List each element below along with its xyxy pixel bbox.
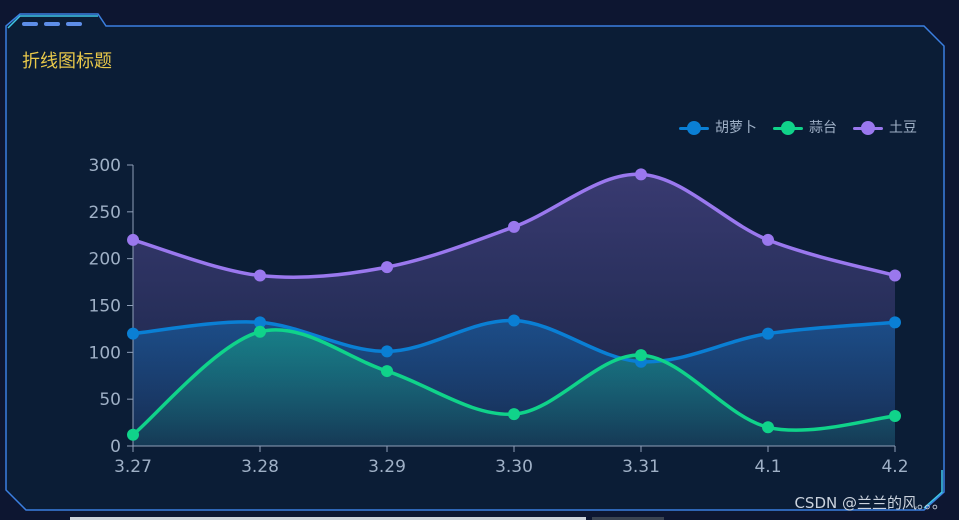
data-point[interactable] xyxy=(381,261,393,274)
data-point[interactable] xyxy=(762,233,774,246)
legend-swatch xyxy=(773,121,803,135)
data-point[interactable] xyxy=(254,325,266,338)
data-point[interactable] xyxy=(381,365,393,378)
y-tick-label: 250 xyxy=(89,203,121,223)
data-point[interactable] xyxy=(889,316,901,329)
horizontal-scrollbar-track[interactable] xyxy=(592,517,664,520)
data-point[interactable] xyxy=(127,327,139,340)
y-tick-label: 150 xyxy=(89,297,121,317)
data-point[interactable] xyxy=(381,345,393,358)
chart-legend: 胡萝卜 蒜台 土豆 xyxy=(679,118,917,138)
y-tick-label: 50 xyxy=(99,390,121,410)
watermark: CSDN @兰兰的风。。。 xyxy=(794,494,947,512)
legend-label: 土豆 xyxy=(889,120,917,136)
horizontal-scrollbar[interactable] xyxy=(70,517,586,520)
y-tick-label: 0 xyxy=(110,437,121,457)
y-tick-label: 300 xyxy=(89,156,121,176)
data-point[interactable] xyxy=(762,421,774,434)
series-area xyxy=(133,329,895,446)
x-tick-label: 4.1 xyxy=(754,457,781,477)
legend-label: 胡萝卜 xyxy=(715,120,757,136)
frame-dash-3 xyxy=(66,22,82,26)
data-point[interactable] xyxy=(254,316,266,329)
legend-swatch xyxy=(679,121,709,135)
x-tick-label: 3.30 xyxy=(495,457,533,477)
legend-item[interactable]: 蒜台 xyxy=(773,120,837,136)
data-point[interactable] xyxy=(889,269,901,282)
data-point[interactable] xyxy=(127,428,139,441)
data-point[interactable] xyxy=(508,408,520,421)
data-point[interactable] xyxy=(508,220,520,233)
data-point[interactable] xyxy=(889,410,901,423)
x-tick-label: 3.31 xyxy=(622,457,660,477)
frame-dash-2 xyxy=(44,22,60,26)
data-point[interactable] xyxy=(508,314,520,327)
x-tick-label: 3.28 xyxy=(241,457,279,477)
series-points xyxy=(127,168,901,441)
y-tick-label: 100 xyxy=(89,343,121,363)
data-point[interactable] xyxy=(635,349,647,362)
legend-label: 蒜台 xyxy=(809,120,837,136)
legend-swatch xyxy=(853,121,883,135)
y-tick-label: 200 xyxy=(89,250,121,270)
x-tick-label: 4.2 xyxy=(881,457,908,477)
series-areas xyxy=(133,174,895,447)
data-point[interactable] xyxy=(127,233,139,246)
data-point[interactable] xyxy=(762,327,774,340)
legend-item[interactable]: 胡萝卜 xyxy=(679,120,757,136)
data-point[interactable] xyxy=(635,168,647,181)
frame-dash-1 xyxy=(22,22,38,26)
panel-title: 折线图标题 xyxy=(22,51,112,72)
chart-axes: 0 50 100 150 200 250 300 3.27 3.28 3.29 3.30 3.31 4.… xyxy=(89,156,909,477)
legend-item[interactable]: 土豆 xyxy=(853,120,917,136)
x-tick-label: 3.27 xyxy=(114,457,152,477)
x-tick-label: 3.29 xyxy=(368,457,406,477)
data-point[interactable] xyxy=(254,269,266,282)
